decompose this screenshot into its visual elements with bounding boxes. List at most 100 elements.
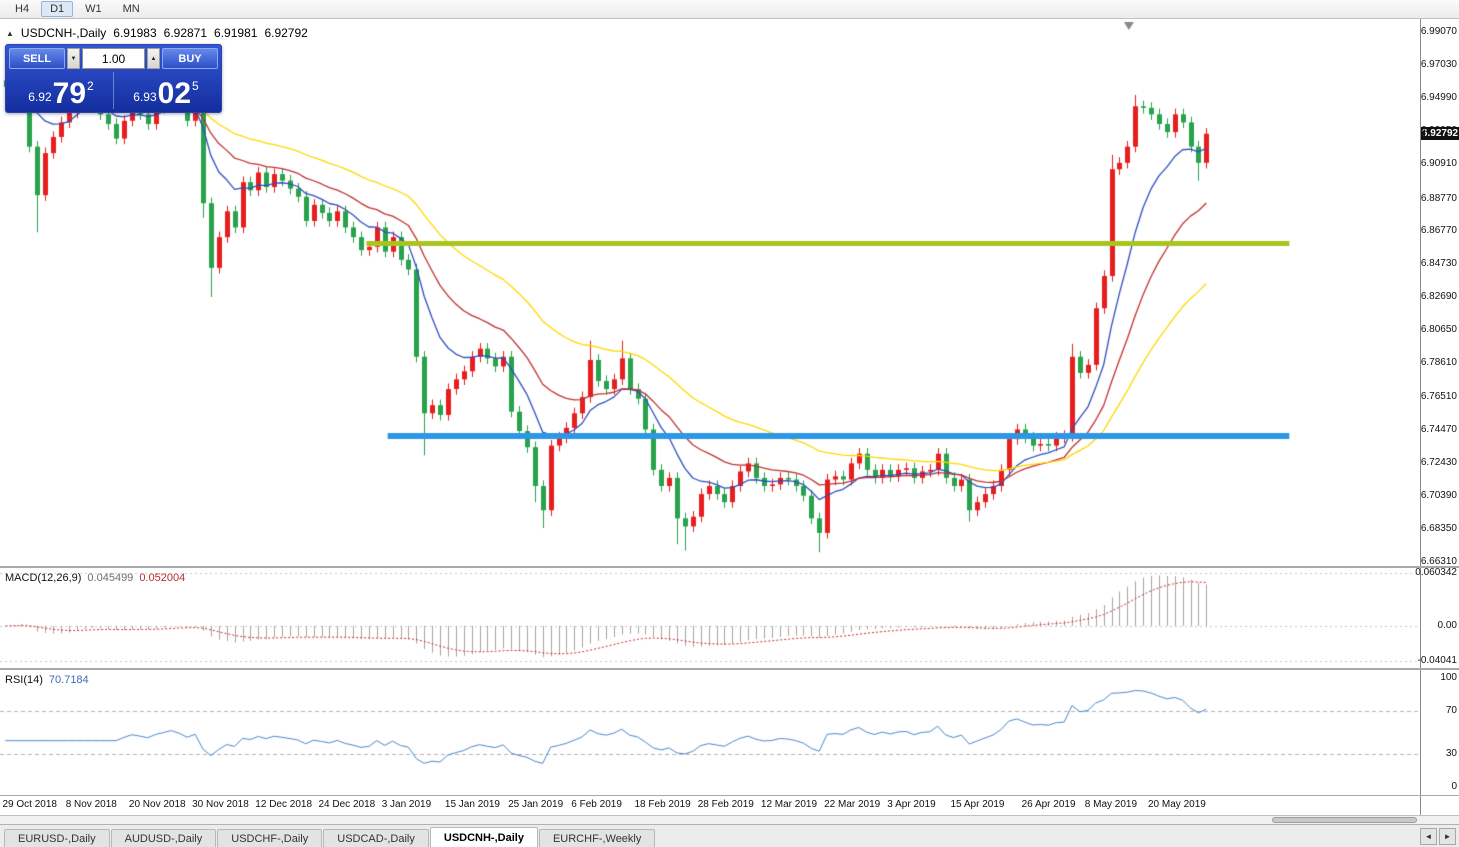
- sell-price-sup: 2: [87, 79, 94, 93]
- date-axis-label: 26 Apr 2019: [1021, 799, 1076, 810]
- chart-scrollbar: [0, 815, 1459, 824]
- rsi-pane-plot[interactable]: RSI(14) 70.7184: [0, 670, 1420, 795]
- current-price-tag: 6.92792: [1421, 126, 1459, 140]
- ohlc-open: 6.91983: [113, 26, 157, 40]
- price-axis-label: 6.84730: [1420, 258, 1457, 270]
- date-axis-label: 3 Apr 2019: [887, 799, 936, 810]
- price-axis-label: 6.94990: [1420, 92, 1457, 104]
- date-axis-row: 29 Oct 2018 8 Nov 2018 20 Nov 2018 30 Nov 2…: [0, 795, 1459, 815]
- date-axis-label: 25 Jan 2019: [508, 799, 564, 810]
- sell-price-big: 79: [52, 77, 87, 110]
- macd-canvas[interactable]: [0, 568, 1420, 668]
- volume-input[interactable]: 1.00: [82, 48, 145, 69]
- date-axis-label: 15 Apr 2019: [950, 799, 1005, 810]
- volume-decrease-button[interactable]: ▼: [67, 48, 80, 69]
- price-axis-label: 6.88770: [1420, 192, 1457, 204]
- macd-axis-label: -0.04041: [1417, 655, 1457, 667]
- volume-increase-button[interactable]: ▲: [147, 48, 160, 69]
- chart-tab-eurusd-daily[interactable]: EURUSD-,Daily: [4, 829, 110, 847]
- macd-name: MACD(12,26,9): [5, 572, 82, 584]
- chart-tab-usdcad-daily[interactable]: USDCAD-,Daily: [323, 829, 429, 847]
- ohlc-high: 6.92871: [163, 26, 208, 40]
- timeframe-button-d1[interactable]: D1: [41, 1, 74, 17]
- one-click-panel-collapse-icon[interactable]: ▲: [6, 28, 14, 38]
- date-axis[interactable]: 29 Oct 2018 8 Nov 2018 20 Nov 2018 30 Nov 2…: [0, 796, 1420, 815]
- date-axis-label: 6 Feb 2019: [571, 799, 622, 810]
- tab-scroll-right-icon[interactable]: ►: [1439, 828, 1456, 845]
- date-axis-label: 15 Jan 2019: [444, 799, 500, 810]
- buy-price[interactable]: 6.93 02 5: [114, 72, 218, 109]
- ohlc-low: 6.91981: [214, 26, 258, 40]
- date-axis-label: 12 Dec 2018: [255, 799, 313, 810]
- chart-tab-audusd-daily[interactable]: AUDUSD-,Daily: [110, 829, 217, 847]
- date-axis-label: 29 Oct 2018: [2, 799, 57, 810]
- rsi-axis[interactable]: 100 70 30 0: [1420, 670, 1459, 795]
- timeframe-button-w1[interactable]: W1: [85, 3, 102, 15]
- price-chart-canvas[interactable]: [0, 19, 1420, 566]
- date-axis-label: 20 Nov 2018: [128, 799, 186, 810]
- rsi-name: RSI(14): [5, 674, 43, 686]
- timeframe-toolbar: H4 D1 W1 MN: [0, 0, 1459, 19]
- timeframe-button-h4[interactable]: H4: [15, 3, 30, 15]
- price-axis-label: 6.74470: [1420, 423, 1457, 435]
- date-axis-label: 24 Dec 2018: [318, 799, 376, 810]
- price-axis-label: 6.82690: [1420, 291, 1457, 303]
- buy-price-big: 02: [157, 77, 192, 110]
- tab-scroll-left-icon[interactable]: ◄: [1420, 828, 1437, 845]
- macd-axis-label: 0.060342: [1415, 566, 1457, 578]
- rsi-label: RSI(14) 70.7184: [5, 674, 89, 686]
- date-axis-label: 3 Jan 2019: [381, 799, 432, 810]
- rsi-axis-label: 100: [1440, 672, 1457, 683]
- price-axis-label: 6.66310: [1420, 555, 1457, 567]
- date-axis-label: 8 Nov 2018: [65, 799, 117, 810]
- price-axis-label: 6.78610: [1420, 357, 1457, 369]
- ohlc-close: 6.92792: [264, 26, 308, 40]
- rsi-value: 70.7184: [48, 674, 89, 686]
- rsi-axis-label: 30: [1445, 748, 1457, 760]
- chart-tab-usdchf-daily[interactable]: USDCHF-,Daily: [217, 829, 323, 847]
- price-axis-label: 6.80650: [1420, 324, 1457, 336]
- buy-button[interactable]: BUY: [162, 48, 218, 69]
- chart-area: ▲ USDCNH-,Daily 6.91983 6.92871 6.91981 …: [0, 19, 1459, 815]
- macd-pane-row: MACD(12,26,9) 0.045499 0.052004 0.060342…: [0, 566, 1459, 668]
- chart-tab-usdcnh-daily[interactable]: USDCNH-,Daily: [429, 827, 538, 847]
- price-axis-label: 6.99070: [1420, 26, 1457, 38]
- price-axis-label: 6.72430: [1420, 456, 1457, 468]
- macd-pane-plot[interactable]: MACD(12,26,9) 0.045499 0.052004: [0, 568, 1420, 668]
- rsi-axis-label: 70: [1445, 704, 1457, 716]
- sell-price-prefix: 6.92: [28, 90, 52, 104]
- date-axis-label: 22 Mar 2019: [824, 799, 881, 810]
- price-axis-label: 6.70390: [1420, 489, 1457, 501]
- buy-price-prefix: 6.93: [133, 90, 157, 104]
- price-axis-label: 6.86770: [1420, 225, 1457, 237]
- tab-scroll-arrows: ◄ ►: [1420, 828, 1456, 845]
- chart-tab-bar: EURUSD-,Daily AUDUSD-,Daily USDCHF-,Daily U…: [0, 824, 1459, 847]
- sell-button[interactable]: SELL: [9, 48, 65, 69]
- chart-tab-eurchf-weekly[interactable]: EURCHF-,Weekly: [538, 829, 656, 847]
- rsi-pane-row: RSI(14) 70.7184 100 70 30 0: [0, 668, 1459, 795]
- rsi-axis-label: 0: [1451, 781, 1457, 792]
- date-axis-corner: [1420, 796, 1459, 815]
- date-axis-label: 12 Mar 2019: [760, 799, 818, 810]
- date-axis-label: 20 May 2019: [1148, 799, 1206, 810]
- one-click-trading-panel: SELL ▼ 1.00 ▲ BUY 6.92 79 2 6.93: [5, 44, 222, 113]
- macd-axis[interactable]: 0.060342 0.00 -0.04041: [1415, 567, 1459, 668]
- chart-symbol-period: USDCNH-,Daily: [20, 26, 107, 40]
- date-axis-label: 28 Feb 2019: [697, 799, 754, 810]
- chart-tabs: EURUSD-,Daily AUDUSD-,Daily USDCHF-,Daily U…: [4, 827, 656, 847]
- price-axis-label: 6.76510: [1420, 390, 1457, 402]
- sell-price[interactable]: 6.92 79 2: [9, 72, 114, 109]
- price-axis-label: 6.97030: [1420, 59, 1457, 71]
- price-axis[interactable]: 6.92792 6.990706.970306.949906.929506.90…: [1420, 19, 1459, 567]
- chart-title: ▲ USDCNH-,Daily 6.91983 6.92871 6.91981 …: [6, 26, 308, 40]
- timeframe-button-mn[interactable]: MN: [122, 3, 140, 15]
- date-axis-label: 30 Nov 2018: [192, 799, 249, 810]
- buy-price-sup: 5: [192, 79, 199, 93]
- macd-value: 0.045499: [87, 572, 134, 584]
- rsi-canvas[interactable]: [0, 670, 1420, 795]
- chart-scrollbar-handle[interactable]: [1272, 817, 1417, 823]
- price-pane-plot[interactable]: ▲ USDCNH-,Daily 6.91983 6.92871 6.91981 …: [0, 19, 1420, 566]
- price-axis-label: 6.68350: [1420, 522, 1457, 534]
- macd-label: MACD(12,26,9) 0.045499 0.052004: [5, 572, 185, 584]
